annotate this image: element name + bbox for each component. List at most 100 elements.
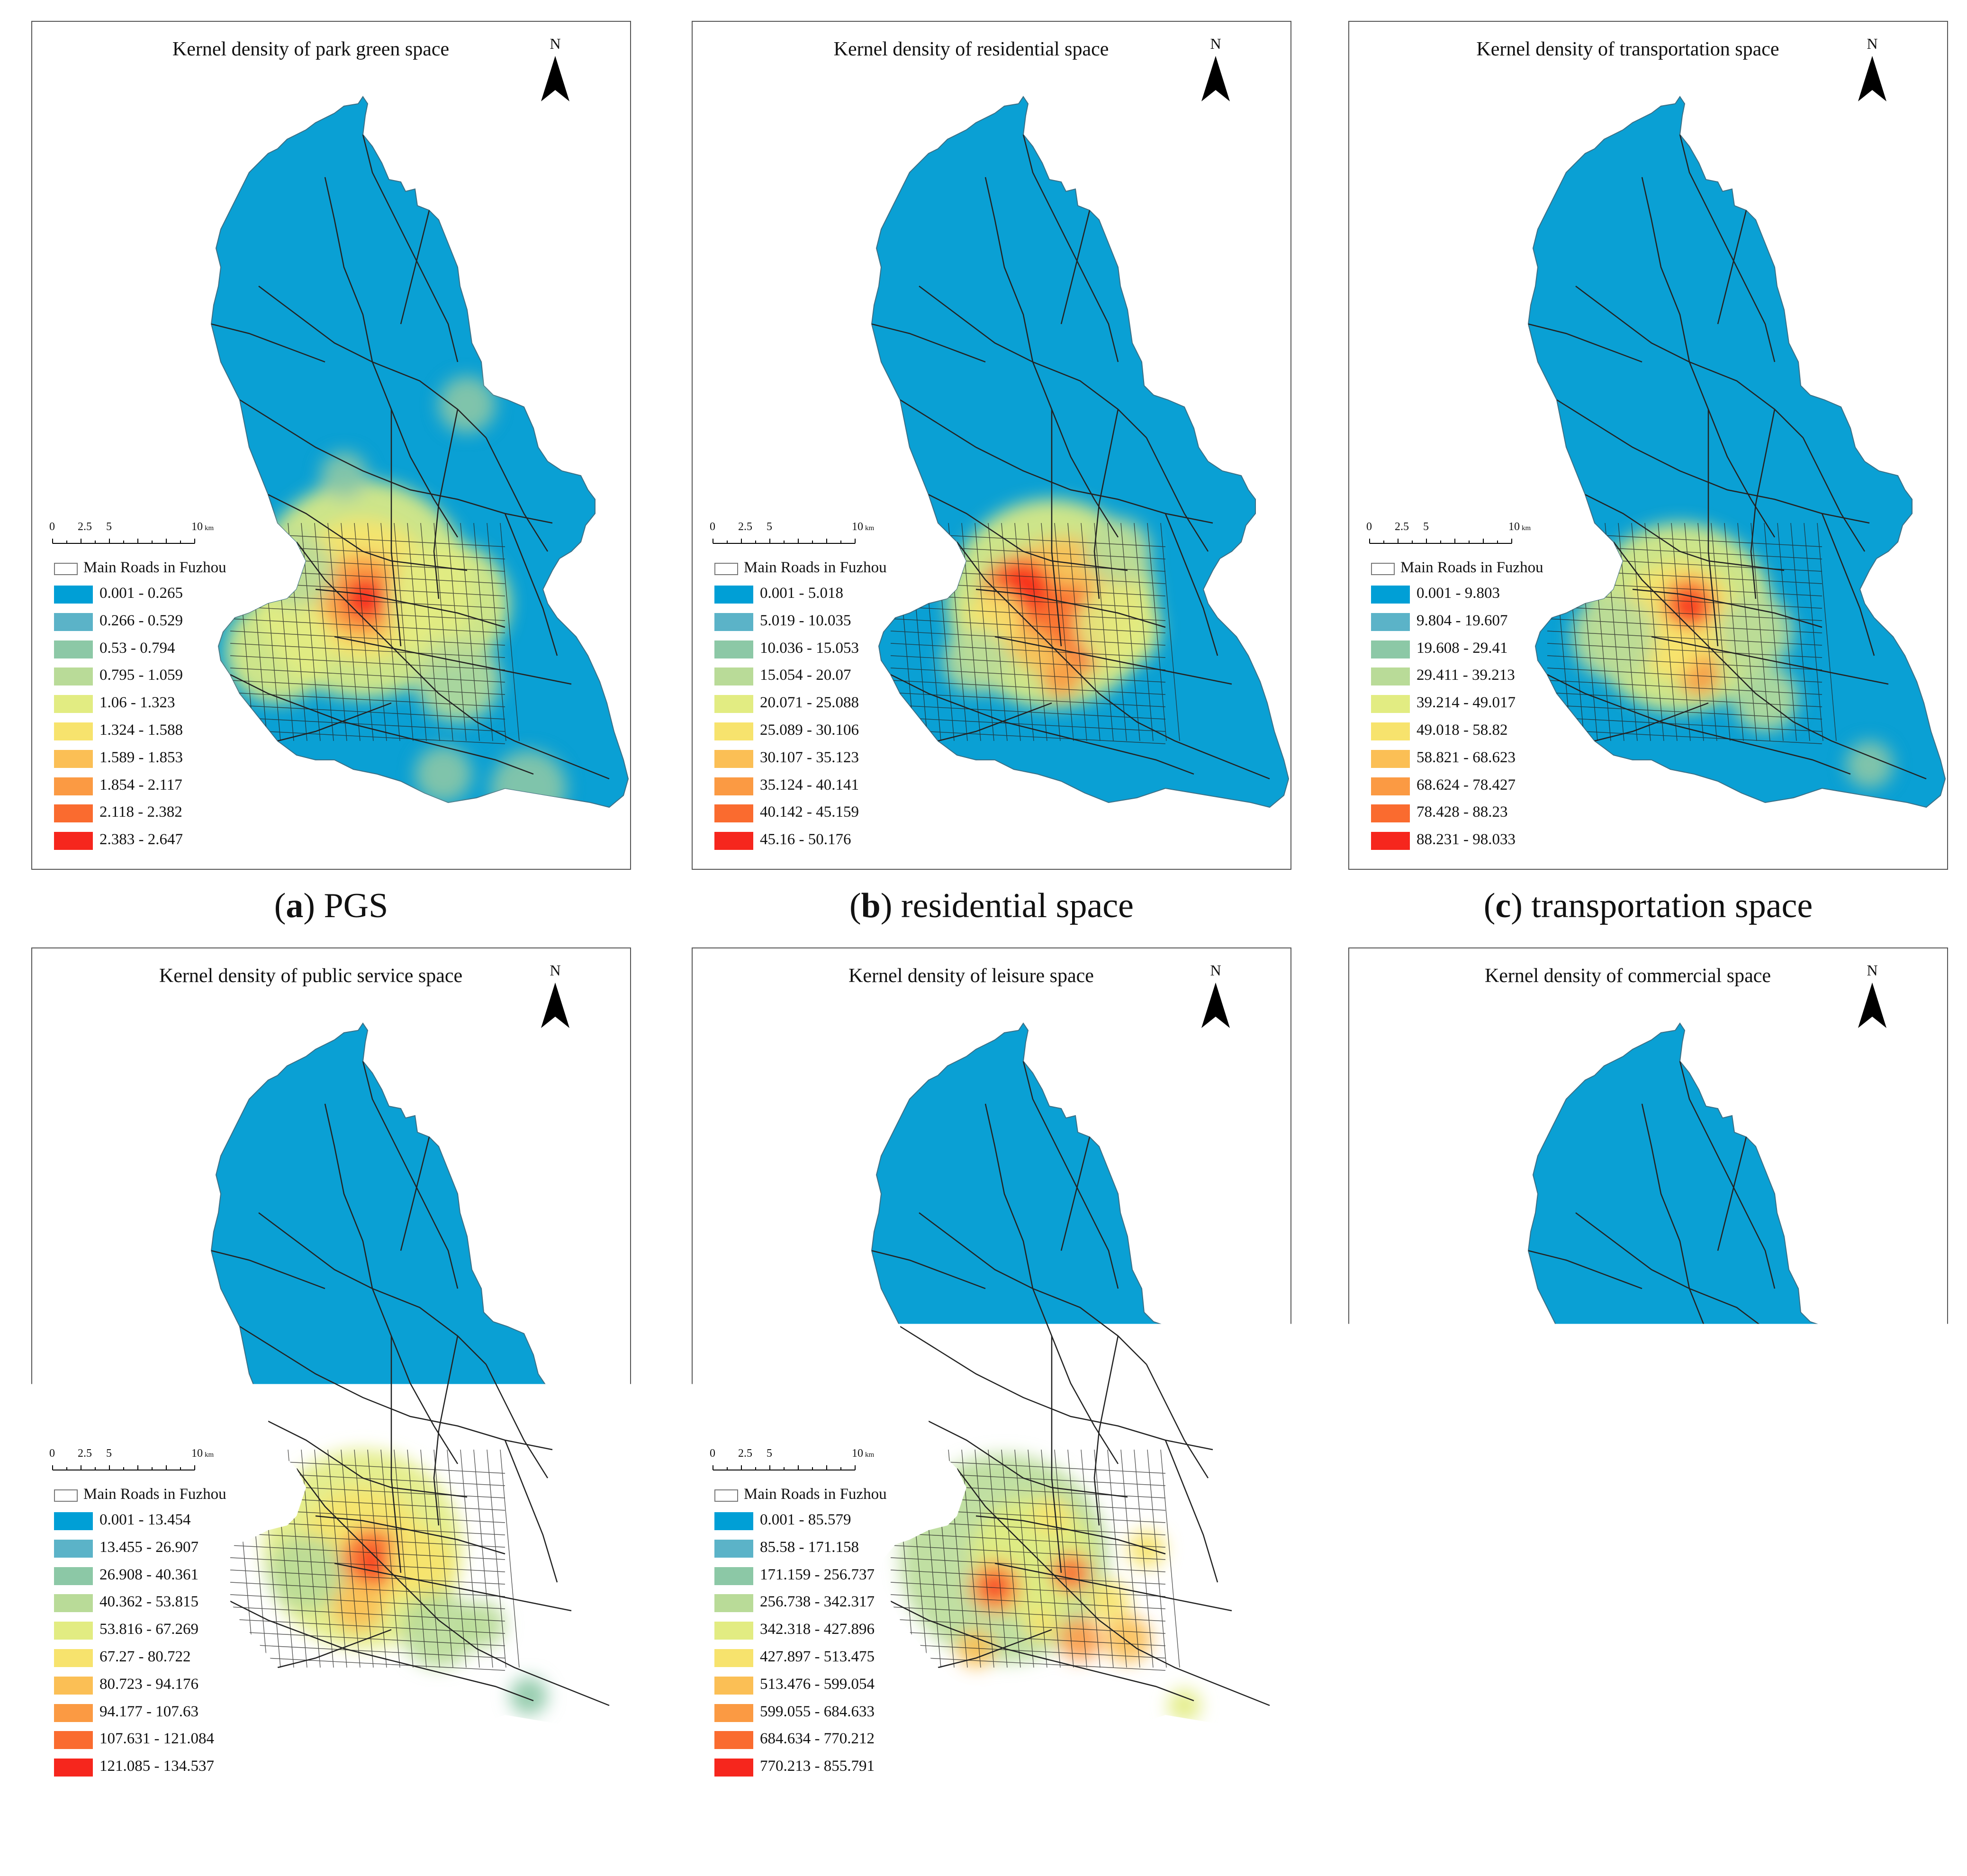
panel-caption-e: (e) leisure space: [692, 1812, 1291, 1852]
legend-range-label: 5.019 - 10.035: [760, 612, 851, 630]
legend-swatch: [1371, 750, 1410, 768]
caption-paren: (: [1484, 886, 1496, 925]
scale-tick-label: 0: [1366, 521, 1372, 533]
legend-swatch: [54, 1512, 93, 1530]
legend-swatch: [714, 1512, 753, 1530]
scale-tick-label: 5: [106, 1447, 112, 1460]
scale-tick-label: 0: [49, 1447, 55, 1460]
scale-tick-label: 0: [49, 521, 55, 533]
caption-text: commercial space: [1544, 1813, 1796, 1851]
scale-tick-label: 10: [852, 1447, 863, 1460]
legend-class-entry: 40.362 - 53.815: [54, 1588, 281, 1616]
scale-bar: 0 2.5 5 10 km: [52, 521, 232, 559]
legend-class-entry: 599.055 - 684.633: [714, 1698, 942, 1726]
north-arrow: N: [536, 962, 574, 1033]
legend-class-entry: 94.177 - 107.63: [54, 1698, 281, 1726]
map-title: Kernel density of residential space: [711, 38, 1232, 61]
legend-swatch: [714, 722, 753, 740]
legend-swatch: [54, 1594, 93, 1612]
density-hotspot: [1075, 585, 1161, 670]
legend: Main Roads in Fuzhou 0.001 - 9.803 9.804 -…: [1371, 556, 1598, 854]
legend-swatch: [714, 1567, 753, 1585]
legend-class-entry: 307.042 - 460.562: [1371, 1561, 1598, 1589]
legend-swatch: [1371, 722, 1410, 740]
legend-swatch: [54, 586, 93, 604]
legend-range-label: 10.036 - 15.053: [760, 640, 859, 657]
caption-paren: (: [849, 886, 861, 925]
legend-class-entry: 153.522 - 307.041: [1371, 1534, 1598, 1561]
scale-bar-line: [713, 536, 874, 550]
north-label: N: [1197, 962, 1235, 979]
density-hotspot: [320, 452, 368, 499]
legend-class-entry: 45.16 - 50.176: [714, 826, 942, 854]
legend-road-entry: Main Roads in Fuzhou: [54, 1483, 281, 1506]
legend-class-entry: 427.897 - 513.475: [714, 1643, 942, 1671]
caption-paren: ): [1524, 1813, 1544, 1851]
legend-class-entry: 85.58 - 171.158: [714, 1534, 942, 1561]
legend-road-entry: Main Roads in Fuzhou: [714, 556, 942, 580]
legend-swatch: [54, 750, 93, 768]
legend-road-swatch: [714, 563, 738, 575]
legend-swatch: [714, 804, 753, 822]
legend-swatch: [54, 1567, 93, 1585]
density-hotspot: [1168, 1689, 1201, 1722]
caption-letter: f: [1512, 1813, 1524, 1851]
legend-class-entry: 921.124 - 1074.644: [1371, 1671, 1598, 1698]
legend-swatch: [714, 586, 753, 604]
scale-tick-label: 2.5: [1395, 1447, 1409, 1460]
legend-swatch: [1371, 667, 1410, 685]
legend-swatch: [54, 1622, 93, 1640]
legend-range-label: 0.001 - 0.265: [99, 585, 183, 602]
legend-range-label: 13.455 - 26.907: [99, 1539, 199, 1556]
legend-range-label: 25.089 - 30.106: [760, 722, 859, 739]
legend-class-entry: 770.213 - 855.791: [714, 1753, 942, 1780]
scale-bar-line: [1369, 536, 1530, 550]
legend-class-entry: 0.001 - 5.018: [714, 580, 942, 607]
legend-range-label: 29.411 - 39.213: [1417, 667, 1515, 684]
north-arrow-icon: [541, 56, 569, 101]
legend-swatch: [1371, 695, 1410, 713]
legend-class-entry: 256.738 - 342.317: [714, 1588, 942, 1616]
legend-swatch: [714, 1731, 753, 1749]
legend-range-label: 1.06 - 1.323: [99, 694, 175, 712]
legend-class-entry: 0.001 - 0.265: [54, 580, 281, 607]
north-arrow-icon: [1201, 56, 1230, 101]
legend-class-entry: 0.266 - 0.529: [54, 607, 281, 635]
legend-class-entry: 78.428 - 88.23: [1371, 799, 1598, 826]
legend-road-swatch: [54, 1489, 78, 1502]
legend-range-label: 20.071 - 25.088: [760, 694, 859, 712]
north-arrow-icon: [541, 983, 569, 1028]
scale-unit: km: [1522, 1451, 1531, 1459]
scale-bar: 0 2.5 5 10 km: [713, 521, 893, 559]
density-hotspot: [1059, 1618, 1101, 1660]
legend-range-label: 0.001 - 9.803: [1417, 585, 1500, 602]
legend-class-entry: 30.107 - 35.123: [714, 744, 942, 772]
legend-range-label: 171.159 - 256.737: [760, 1566, 875, 1584]
legend-range-label: 53.816 - 67.269: [99, 1621, 199, 1638]
legend-range-label: 39.214 - 49.017: [1417, 694, 1516, 712]
caption-paren: (: [164, 1813, 176, 1851]
legend-class-entry: 39.214 - 49.017: [1371, 689, 1598, 717]
density-hotspot: [510, 1677, 548, 1715]
legend-road-label: Main Roads in Fuzhou: [83, 1486, 226, 1503]
legend: Main Roads in Fuzhou 0.001 - 0.265 0.266 -…: [54, 556, 281, 854]
legend-range-label: 1.324 - 1.588: [99, 722, 183, 739]
legend-class-entry: 9.804 - 19.607: [1371, 607, 1598, 635]
caption-paren: (: [878, 1813, 890, 1851]
legend-class-entry: 80.723 - 94.176: [54, 1671, 281, 1698]
legend-road-swatch: [714, 1489, 738, 1502]
density-hotspot: [415, 746, 472, 803]
legend-swatch: [54, 695, 93, 713]
legend-range-label: 0.001 - 153.521: [1417, 1511, 1516, 1529]
legend-road-entry: Main Roads in Fuzhou: [1371, 556, 1598, 580]
scale-tick-label: 2.5: [738, 1447, 752, 1460]
panel-caption-c: (c) transportation space: [1348, 886, 1948, 926]
density-hotspot: [344, 577, 387, 620]
legend-road-swatch: [54, 563, 78, 575]
legend-range-label: 94.177 - 107.63: [99, 1703, 199, 1721]
legend-range-label: 68.624 - 78.427: [1417, 776, 1516, 794]
scale-bar: 0 2.5 5 10 km: [1369, 1447, 1549, 1485]
scale-tick-label: 0: [710, 1447, 715, 1460]
legend-range-label: 26.908 - 40.361: [99, 1566, 199, 1584]
panel-caption-a: (a) PGS: [31, 886, 631, 926]
